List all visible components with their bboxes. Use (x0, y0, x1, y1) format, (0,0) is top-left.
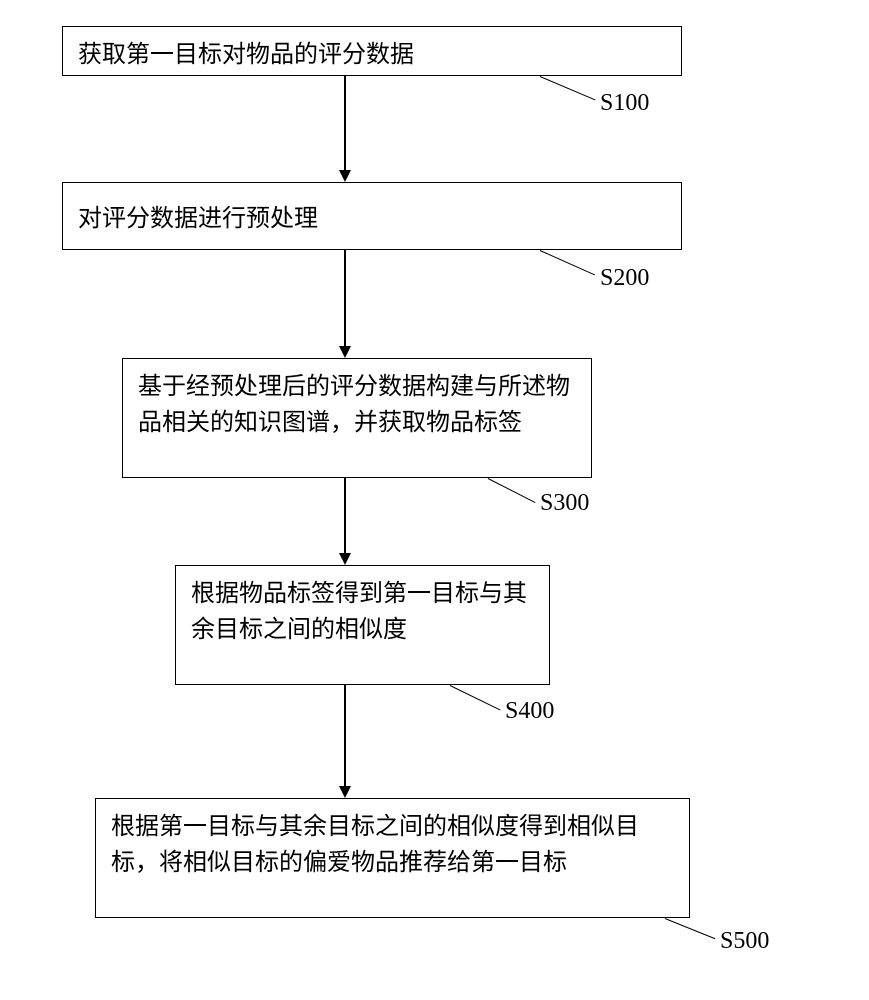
label-connector (540, 76, 596, 100)
label-text: S300 (540, 490, 589, 516)
arrow-line (344, 76, 346, 170)
flowchart-node-s100: 获取第一目标对物品的评分数据 (62, 26, 682, 76)
arrow-line (344, 250, 346, 346)
node-text: 对评分数据进行预处理 (78, 206, 318, 232)
arrow-head (339, 170, 351, 182)
label-text: S200 (600, 265, 649, 291)
label-connector (488, 478, 536, 503)
flowchart-node-s300: 基于经预处理后的评分数据构建与所述物品相关的知识图谱，并获取物品标签 (122, 358, 592, 478)
step-label-s100: S100 (600, 90, 649, 117)
arrow-line (344, 478, 346, 553)
step-label-s400: S400 (505, 698, 554, 725)
flowchart-node-s200: 对评分数据进行预处理 (62, 182, 682, 250)
node-text: 获取第一目标对物品的评分数据 (78, 42, 414, 68)
node-text: 基于经预处理后的评分数据构建与所述物品相关的知识图谱，并获取物品标签 (138, 374, 570, 436)
flowchart-node-s500: 根据第一目标与其余目标之间的相似度得到相似目标，将相似目标的偏爱物品推荐给第一目… (95, 798, 690, 918)
label-text: S100 (600, 90, 649, 116)
step-label-s500: S500 (720, 928, 769, 955)
flowchart-container: 获取第一目标对物品的评分数据 S100 对评分数据进行预处理 S200 基于经预… (0, 0, 869, 1000)
label-connector (540, 250, 595, 275)
node-text: 根据物品标签得到第一目标与其余目标之间的相似度 (191, 581, 527, 643)
arrow-head (339, 786, 351, 798)
step-label-s200: S200 (600, 265, 649, 292)
step-label-s300: S300 (540, 490, 589, 517)
label-connector (665, 918, 715, 939)
flowchart-node-s400: 根据物品标签得到第一目标与其余目标之间的相似度 (175, 565, 550, 685)
label-text: S400 (505, 698, 554, 724)
arrow-head (339, 553, 351, 565)
label-connector (450, 685, 501, 710)
arrow-line (344, 685, 346, 786)
node-text: 根据第一目标与其余目标之间的相似度得到相似目标，将相似目标的偏爱物品推荐给第一目… (111, 814, 639, 876)
arrow-head (339, 346, 351, 358)
label-text: S500 (720, 928, 769, 954)
